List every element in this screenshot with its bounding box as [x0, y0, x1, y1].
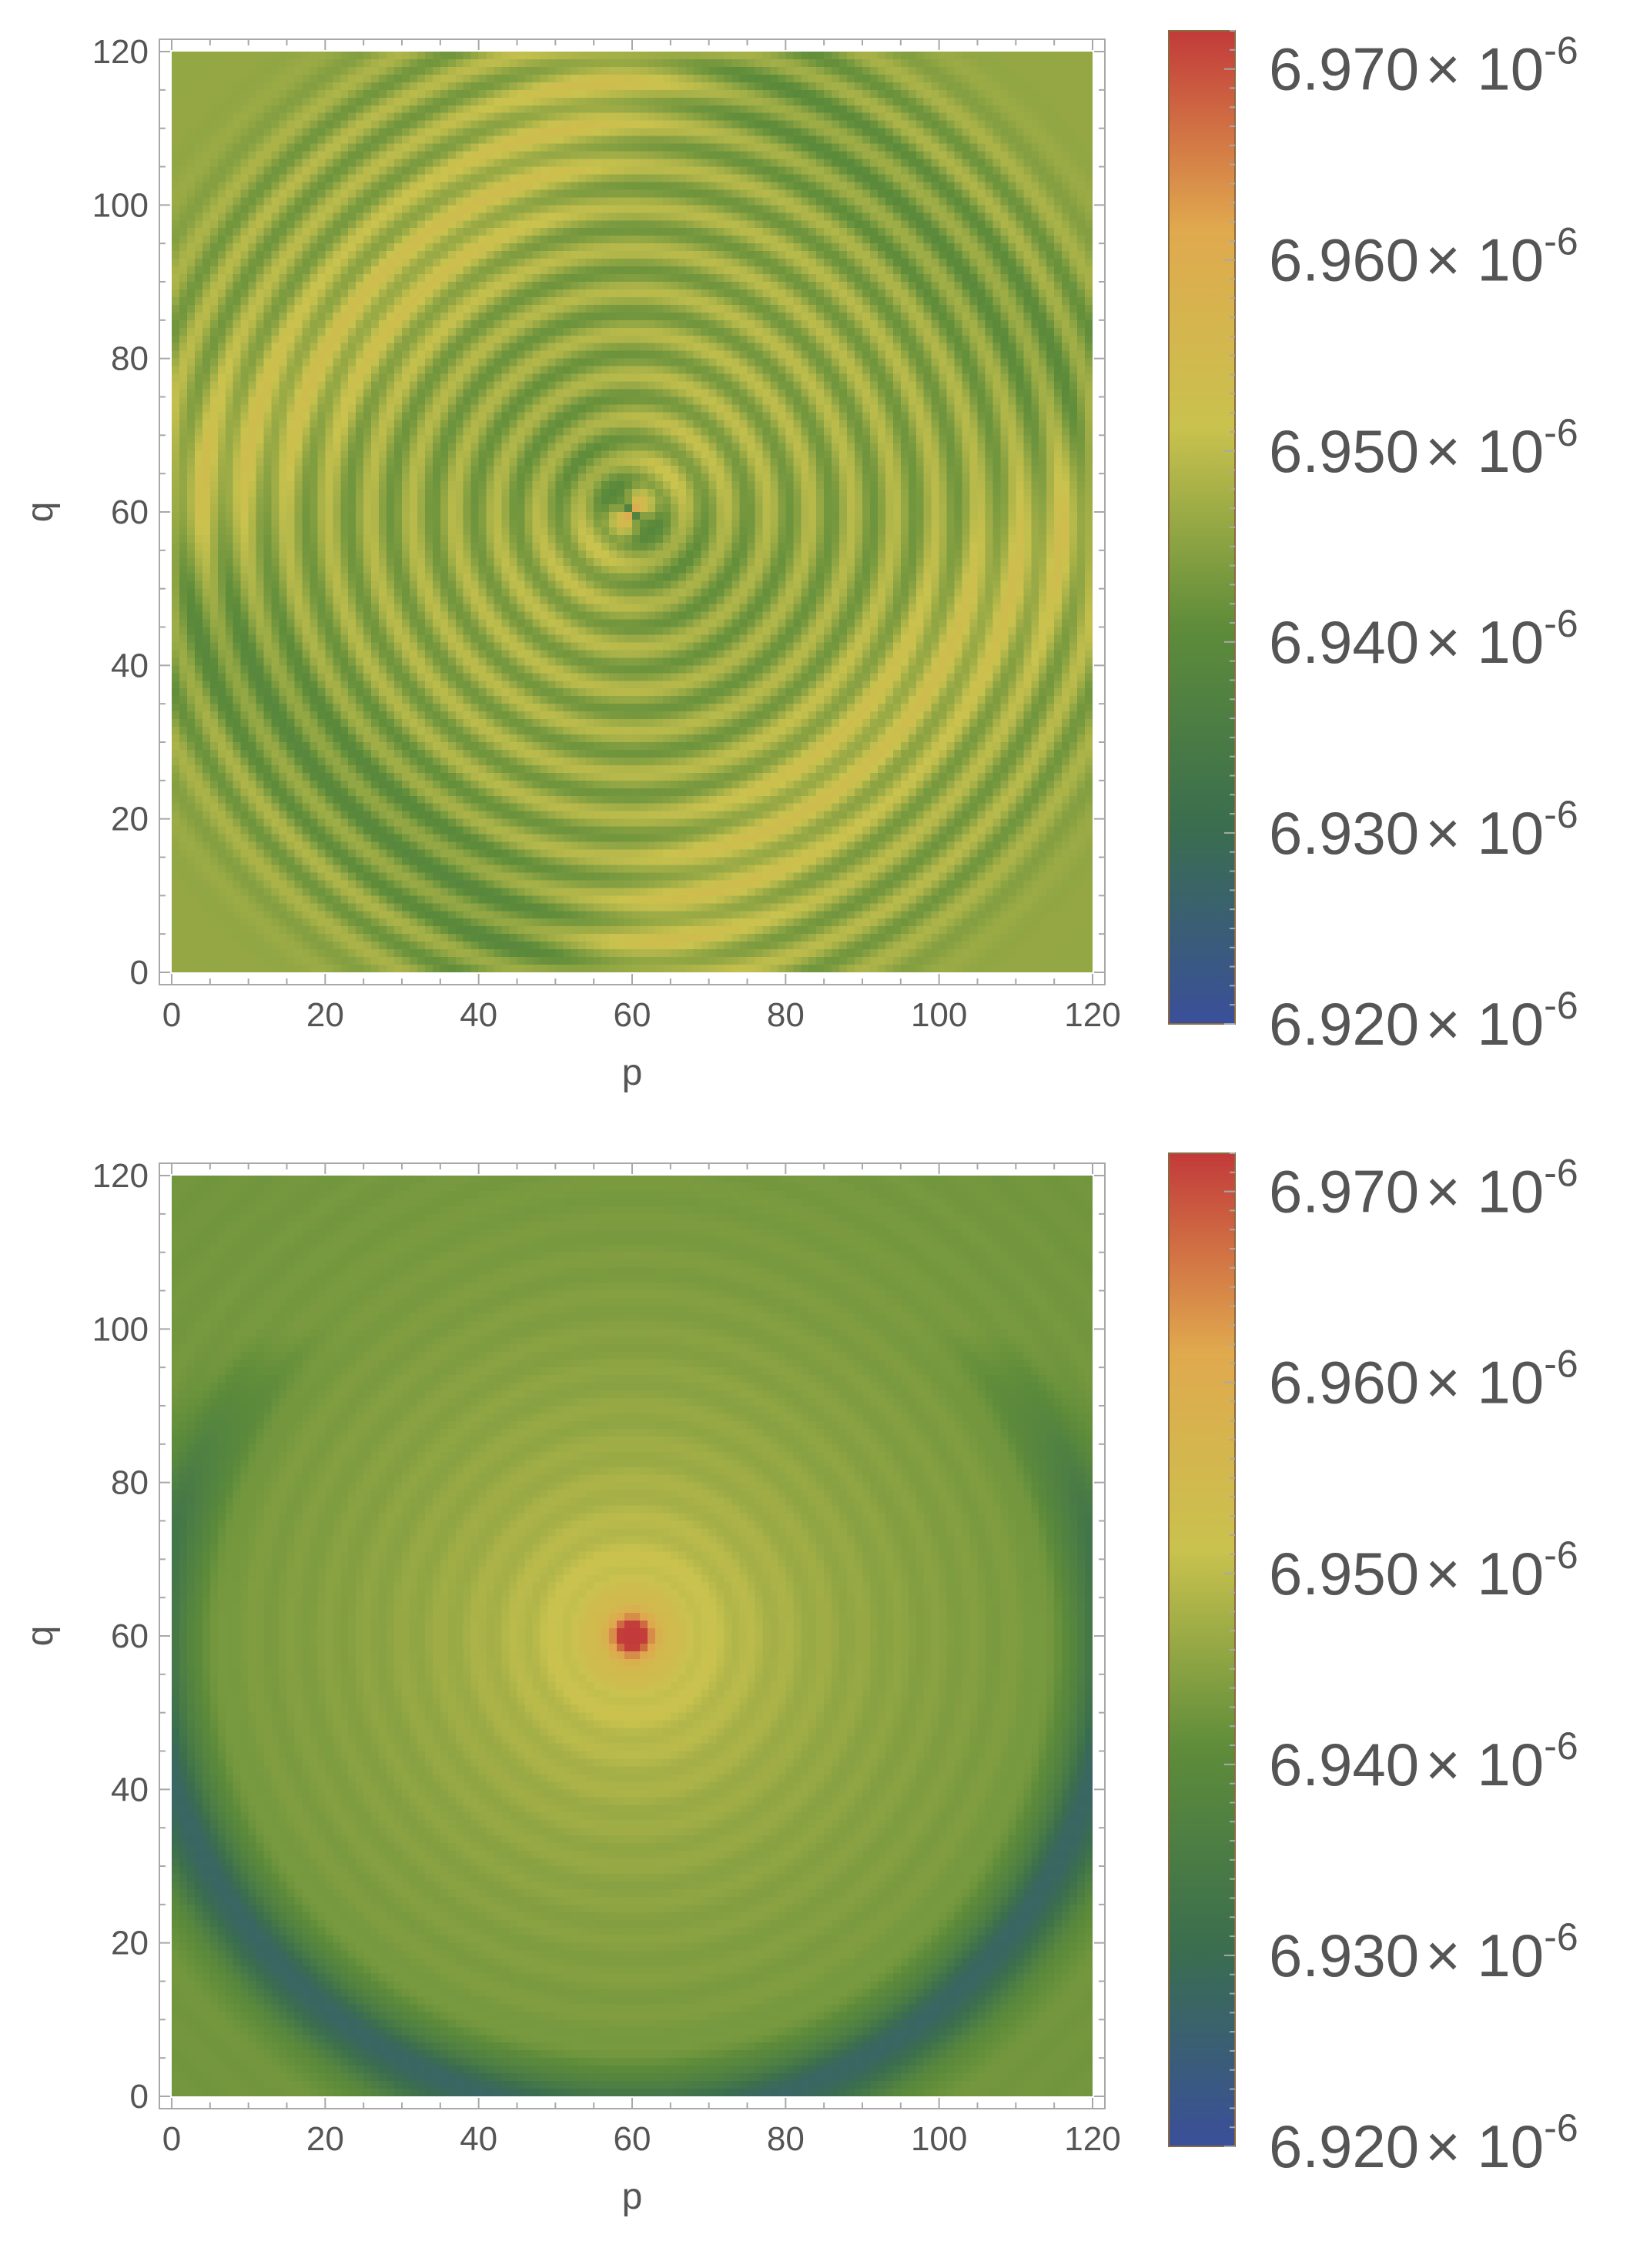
y-tick-label: 60 — [111, 1617, 149, 1655]
colorbar-tick-label: 6.920 × 10-6 — [1269, 2106, 1578, 2180]
y-axis-label: q — [20, 502, 61, 523]
colorbar-gradient — [1168, 30, 1236, 1025]
colorbar-exponent: -6 — [1544, 1724, 1578, 1768]
colorbar-mantissa: 6.920 — [1269, 2112, 1419, 2180]
x-tick-label: 40 — [460, 996, 497, 1034]
colorbar-mantissa: 6.940 — [1269, 1731, 1419, 1798]
y-tick-label: 80 — [111, 340, 149, 378]
y-tick-label: 0 — [130, 2078, 149, 2116]
colorbar-mantissa: 6.930 — [1269, 799, 1419, 867]
axis-ticks — [159, 1163, 1105, 2109]
colorbar-exponent: -6 — [1544, 29, 1578, 72]
x-tick-label: 80 — [767, 996, 805, 1034]
colorbar-1: 6.920 × 10-66.930 × 10-66.940 × 10-66.950 × … — [1168, 29, 1578, 1058]
x-tick-label: 120 — [1064, 2120, 1120, 2158]
x-tick-label: 80 — [767, 2120, 805, 2158]
y-axis-label: q — [20, 1626, 61, 1647]
colorbar-tick-label: 6.960 × 10-6 — [1269, 1343, 1578, 1417]
colorbar-base: × 10 — [1425, 990, 1544, 1058]
colorbar-base: × 10 — [1425, 2112, 1544, 2180]
colorbar-exponent: -6 — [1544, 1534, 1578, 1577]
y-tick-label: 100 — [92, 1310, 149, 1348]
colorbar-tick-label: 6.950 × 10-6 — [1269, 1534, 1578, 1607]
axis-ticks — [159, 39, 1105, 985]
colorbar-tick-label: 6.940 × 10-6 — [1269, 602, 1578, 676]
y-tick-label: 60 — [111, 493, 149, 531]
x-tick-label: 40 — [460, 2120, 497, 2158]
heatmap-panel-2: 0 20 40 60 80 100 120 0 20 40 60 80 100 120 p q — [20, 1157, 1121, 2217]
colorbar-exponent: -6 — [1544, 1343, 1578, 1386]
x-tick-label: 60 — [614, 2120, 651, 2158]
colorbar-exponent: -6 — [1544, 411, 1578, 454]
colorbar-ticks — [1224, 1152, 1235, 2147]
heatmap-image — [172, 52, 1093, 972]
colorbar-tick-label: 6.940 × 10-6 — [1269, 1724, 1578, 1798]
colorbar-tick-label: 6.960 × 10-6 — [1269, 220, 1578, 294]
colorbar-base: × 10 — [1425, 799, 1544, 867]
colorbar-exponent: -6 — [1544, 793, 1578, 836]
x-tick-label: 0 — [162, 996, 181, 1034]
colorbar-tick-label: 6.970 × 10-6 — [1269, 29, 1578, 103]
x-tick-label: 100 — [911, 996, 967, 1034]
colorbar-exponent: -6 — [1544, 602, 1578, 645]
colorbar-base: × 10 — [1425, 1158, 1544, 1226]
colorbar-ticks — [1224, 30, 1235, 1025]
x-tick-label: 120 — [1064, 996, 1120, 1034]
x-tick-label: 0 — [162, 2120, 181, 2158]
colorbar-mantissa: 6.970 — [1269, 1158, 1419, 1226]
y-tick-label: 20 — [111, 801, 149, 838]
y-tick-label: 100 — [92, 186, 149, 224]
y-tick-label: 40 — [111, 1771, 149, 1808]
colorbar-base: × 10 — [1425, 417, 1544, 485]
y-tick-label: 80 — [111, 1464, 149, 1502]
colorbar-base: × 10 — [1425, 1922, 1544, 1989]
y-tick-label: 120 — [92, 1157, 149, 1195]
x-axis-label: p — [622, 2176, 643, 2217]
colorbar-exponent: -6 — [1544, 2106, 1578, 2149]
x-axis-label: p — [622, 1052, 643, 1093]
x-tick-label: 100 — [911, 2120, 967, 2158]
x-tick-label: 60 — [614, 996, 651, 1034]
colorbar-mantissa: 6.960 — [1269, 1349, 1419, 1417]
colorbar-mantissa: 6.940 — [1269, 608, 1419, 676]
heatmap-panel-1: 0 20 40 60 80 100 120 0 20 40 60 80 100 120 p q — [20, 33, 1121, 1093]
colorbar-base: × 10 — [1425, 226, 1544, 294]
colorbar-tick-label: 6.970 × 10-6 — [1269, 1152, 1578, 1226]
colorbar-gradient — [1168, 1152, 1236, 2147]
x-tick-label: 20 — [306, 2120, 344, 2158]
colorbar-base: × 10 — [1425, 608, 1544, 676]
heatmap-image — [172, 1176, 1093, 2096]
y-tick-label: 0 — [130, 954, 149, 992]
colorbar-base: × 10 — [1425, 1349, 1544, 1417]
colorbar-base: × 10 — [1425, 1731, 1544, 1798]
x-tick-label: 20 — [306, 996, 344, 1034]
colorbar-base: × 10 — [1425, 1540, 1544, 1607]
colorbar-mantissa: 6.970 — [1269, 35, 1419, 103]
y-tick-label: 20 — [111, 1925, 149, 1962]
colorbar-2: 6.920 × 10-66.930 × 10-66.940 × 10-66.950 × … — [1168, 1152, 1578, 2180]
colorbar-tick-label: 6.930 × 10-6 — [1269, 793, 1578, 867]
colorbar-tick-label: 6.950 × 10-6 — [1269, 411, 1578, 485]
colorbar-mantissa: 6.920 — [1269, 990, 1419, 1058]
colorbar-tick-label: 6.930 × 10-6 — [1269, 1915, 1578, 1989]
colorbar-exponent: -6 — [1544, 1152, 1578, 1195]
colorbar-exponent: -6 — [1544, 1915, 1578, 1959]
colorbar-base: × 10 — [1425, 35, 1544, 103]
colorbar-exponent: -6 — [1544, 984, 1578, 1027]
colorbar-tick-label: 6.920 × 10-6 — [1269, 984, 1578, 1058]
colorbar-mantissa: 6.950 — [1269, 417, 1419, 485]
y-tick-label: 40 — [111, 647, 149, 684]
colorbar-exponent: -6 — [1544, 220, 1578, 263]
colorbar-mantissa: 6.930 — [1269, 1922, 1419, 1989]
y-tick-label: 120 — [92, 33, 149, 71]
colorbar-mantissa: 6.960 — [1269, 226, 1419, 294]
colorbar-mantissa: 6.950 — [1269, 1540, 1419, 1607]
